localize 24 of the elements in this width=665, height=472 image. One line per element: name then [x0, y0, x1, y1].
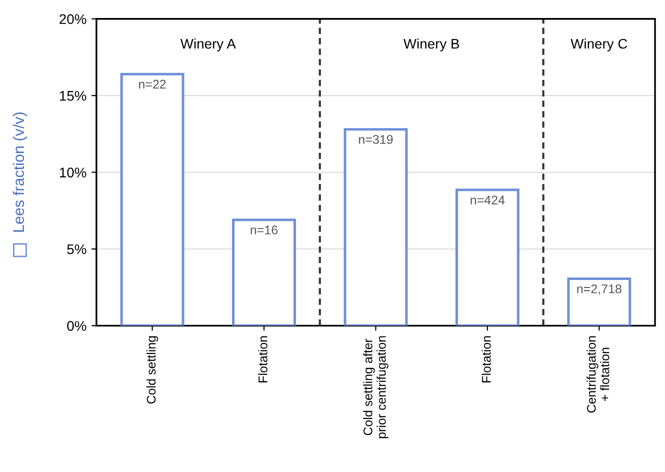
- bar: [567, 277, 632, 326]
- annotation: Winery B: [403, 38, 460, 52]
- y-tick-label: 0%: [67, 321, 86, 331]
- bar: [232, 218, 296, 326]
- bar: [120, 72, 184, 326]
- annotation: Winery A: [180, 38, 236, 52]
- annotation: n=319: [359, 135, 393, 144]
- y-tick-label: 10%: [60, 168, 86, 178]
- x-tick-label: Cold settling after prior centrifugation: [363, 336, 388, 438]
- x-tick-label: Cold settling: [146, 336, 158, 404]
- bar: [455, 188, 520, 326]
- x-tick-label: Flotation: [258, 336, 268, 382]
- x-tick-label: Centrifugation + flotation: [586, 336, 610, 413]
- y-tick-label: 15%: [60, 90, 86, 101]
- annotation: Winery C: [570, 38, 628, 52]
- annotation: n=2,718: [577, 284, 622, 295]
- annotation: n=22: [139, 80, 166, 89]
- annotation: n=424: [470, 196, 505, 204]
- y-tick-label: 5%: [67, 244, 86, 254]
- y-tick-label: 20%: [60, 14, 86, 24]
- text: Lees fraction (v/v): [12, 112, 28, 232]
- x-tick-label: Flotation: [482, 336, 491, 382]
- bar: [344, 128, 408, 326]
- annotation: n=16: [250, 226, 278, 234]
